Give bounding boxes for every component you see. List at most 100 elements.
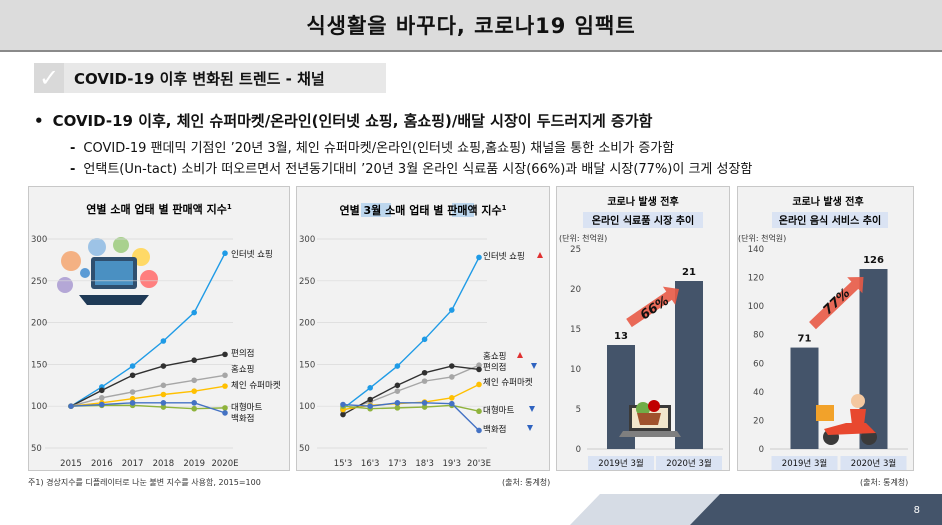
chart-title: 연별 3월 소매 업태 별 판매액 지수1 xyxy=(339,203,506,217)
sub-bullet-marker: - xyxy=(70,162,75,177)
data-point xyxy=(449,395,455,401)
y-tick-label: 0 xyxy=(759,445,764,455)
y-tick-label: 300 xyxy=(31,235,47,245)
main-bullet-text: COVID-19 이후, 체인 슈퍼마켓/온라인(인터넷 쇼핑, 홈쇼핑)/배달… xyxy=(53,112,653,130)
data-point xyxy=(395,383,401,389)
chart-online-grocery: 코로나 발생 전후 온라인 식료품 시장 추이 (단위: 천억원) 051015… xyxy=(557,187,729,470)
x-tick-label: 17'3 xyxy=(388,459,407,469)
footer-band xyxy=(0,494,942,525)
data-point xyxy=(191,388,197,394)
chart-retail-index: 연별 소매 업태 별 판매액 지수1 50 100 150 200 250 300 2015… xyxy=(29,187,289,470)
data-point xyxy=(222,405,228,411)
data-point xyxy=(395,405,401,411)
y-tick-label: 20 xyxy=(753,416,764,426)
trend-up-icon xyxy=(537,252,543,258)
data-point xyxy=(99,395,105,401)
x-tick-label: 2019년 3월 xyxy=(782,458,827,469)
x-tick-label: 16'3 xyxy=(361,459,380,469)
y-tick-label: 200 xyxy=(31,319,47,329)
x-tick-label: 2015 xyxy=(60,459,82,469)
y-tick-label: 50 xyxy=(299,444,310,454)
data-point xyxy=(161,363,167,369)
bar-value-label: 126 xyxy=(863,255,884,266)
series-label: 백화점 xyxy=(231,413,254,424)
y-tick-label: 100 xyxy=(31,402,47,412)
y-tick-label: 50 xyxy=(31,444,42,454)
y-tick-label: 250 xyxy=(31,277,47,287)
data-point xyxy=(222,352,228,358)
y-tick-label: 200 xyxy=(299,319,315,329)
data-point xyxy=(161,383,167,389)
data-point xyxy=(367,403,373,409)
x-tick-label: 2020E xyxy=(211,459,238,469)
data-point xyxy=(476,367,482,373)
data-point xyxy=(191,400,197,406)
y-tick-label: 40 xyxy=(753,388,764,398)
y-tick-label: 150 xyxy=(31,360,47,370)
chart-title-text-highlight: 3월 xyxy=(364,203,382,217)
data-point xyxy=(422,378,428,384)
y-tick-label: 10 xyxy=(570,365,581,375)
data-point xyxy=(395,388,401,394)
y-tick-label: 60 xyxy=(753,359,764,369)
bar-group: 132019년 3월212020년 3월66% xyxy=(588,267,722,470)
data-point xyxy=(130,389,136,395)
bar-value-label: 21 xyxy=(682,267,696,278)
chart-march-index: 연별 3월 소매 업태 별 판매액 지수1 50 100 150 200 250 300 1… xyxy=(297,187,549,470)
chart-title: 연별 소매 업태 별 판매액 지수1 xyxy=(86,202,232,216)
x-tick-label: 2018 xyxy=(153,459,175,469)
y-tick-label: 100 xyxy=(748,302,764,312)
bar xyxy=(791,348,819,449)
x-tick-label: 15'3 xyxy=(334,459,353,469)
data-point xyxy=(222,372,228,378)
source-note: (출처: 통계청) xyxy=(502,477,550,488)
data-point xyxy=(476,428,482,434)
y-tick-label: 25 xyxy=(570,245,581,255)
data-point xyxy=(367,385,373,391)
y-tick-label: 100 xyxy=(299,402,315,412)
page-title: 식생활을 바꾸다, 코로나19 임팩트 xyxy=(0,0,942,52)
series-label: 편의점 xyxy=(483,362,506,373)
chart-title-line: 온라인 식료품 시장 추이 xyxy=(592,214,694,227)
data-point xyxy=(422,400,428,406)
online-shopping-illustration xyxy=(57,237,158,305)
data-point xyxy=(130,372,136,378)
data-point xyxy=(222,383,228,389)
y-tick-label: 5 xyxy=(576,405,581,415)
data-point xyxy=(161,338,167,344)
data-point xyxy=(367,397,373,403)
data-point xyxy=(395,363,401,369)
unit-label: (단위: 천억원) xyxy=(738,233,786,243)
series-line xyxy=(71,375,225,406)
bar-value-label: 13 xyxy=(614,331,628,342)
source-note: (출처: 통계청) xyxy=(860,477,908,488)
sub-bullet-1: - COVID-19 팬데믹 기점인 ’20년 3월, 체인 슈퍼마켓/온라인(인… xyxy=(70,137,674,156)
data-point xyxy=(161,400,167,406)
series-label: 체인 슈퍼마켓 xyxy=(231,380,281,391)
data-point xyxy=(130,400,136,406)
section-heading: COVID-19 이후 변화된 트렌드 - 채널 xyxy=(64,63,386,93)
footnote: 주1) 경상지수를 디플레이터로 나눈 불변 지수를 사용함, 2015=100 xyxy=(28,477,261,488)
trend-down-icon xyxy=(527,425,533,431)
chart-title-text: 소매 업태 별 판매액 지수 xyxy=(381,203,501,217)
data-point xyxy=(476,382,482,388)
series-line xyxy=(71,354,225,406)
series-label: 대형마트 xyxy=(483,406,514,416)
series-label: 체인 슈퍼마켓 xyxy=(483,377,533,388)
chart-title-line: 코로나 발생 전후 xyxy=(792,195,863,208)
chart-panel-food-delivery: 코로나 발생 전후 온라인 음식 서비스 추이 (단위: 천억원) 0 20 40 6… xyxy=(737,186,914,471)
x-tick-label: 20'3E xyxy=(467,459,491,469)
chart-title-sup: 1 xyxy=(502,204,507,212)
data-point xyxy=(449,374,455,380)
data-point xyxy=(161,392,167,398)
trend-up-icon xyxy=(517,352,523,358)
chart-panel-march-index: 연별 3월 소매 업태 별 판매액 지수1 50 100 150 200 250 300 1… xyxy=(296,186,550,471)
bar xyxy=(675,281,703,449)
x-tick-label: 2020년 3월 xyxy=(666,458,711,469)
data-point xyxy=(99,388,105,394)
chart-title-line: 온라인 음식 서비스 추이 xyxy=(779,214,881,227)
data-point xyxy=(340,412,346,418)
data-point xyxy=(422,370,428,376)
check-icon: ✓ xyxy=(34,63,64,93)
